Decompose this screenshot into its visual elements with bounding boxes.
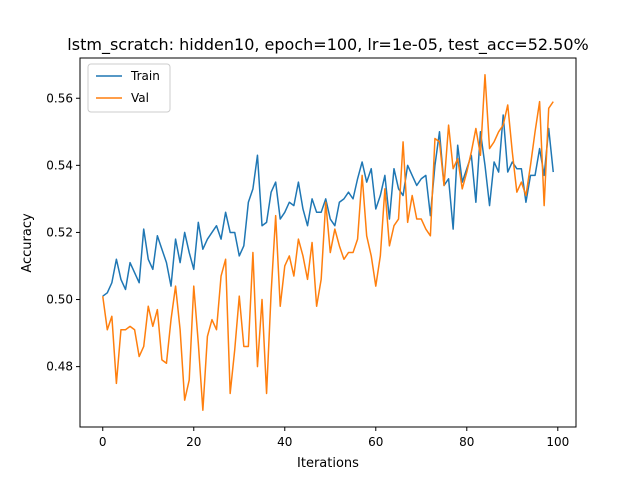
x-tick-label: 40: [277, 435, 292, 449]
x-tick-label: 0: [99, 435, 107, 449]
y-tick-label: 0.50: [46, 293, 73, 307]
legend-label-train: Train: [130, 69, 160, 83]
legend: Train Val: [87, 63, 171, 113]
y-tick-label: 0.52: [46, 225, 73, 239]
series-line-val: [102, 74, 554, 411]
y-axis-label: Accuracy: [20, 213, 35, 273]
chart-title: lstm_scratch: hidden10, epoch=100, lr=1e…: [67, 35, 588, 55]
series-line-train: [102, 114, 554, 297]
legend-label-val: Val: [131, 91, 149, 105]
y-tick-label: 0.54: [46, 158, 73, 172]
x-tick-label: 100: [546, 435, 569, 449]
x-axis: 0 20 40 60 80 100: [99, 427, 569, 449]
plot-area: [102, 74, 554, 411]
x-tick-label: 20: [186, 435, 201, 449]
y-axis: 0.48 0.50 0.52 0.54 0.56: [46, 91, 80, 374]
y-tick-label: 0.48: [46, 360, 73, 374]
x-axis-label: Iterations: [297, 456, 359, 471]
axes-frame: [79, 57, 577, 428]
y-tick-label: 0.56: [46, 91, 73, 105]
x-tick-label: 60: [368, 435, 383, 449]
x-tick-label: 80: [459, 435, 474, 449]
